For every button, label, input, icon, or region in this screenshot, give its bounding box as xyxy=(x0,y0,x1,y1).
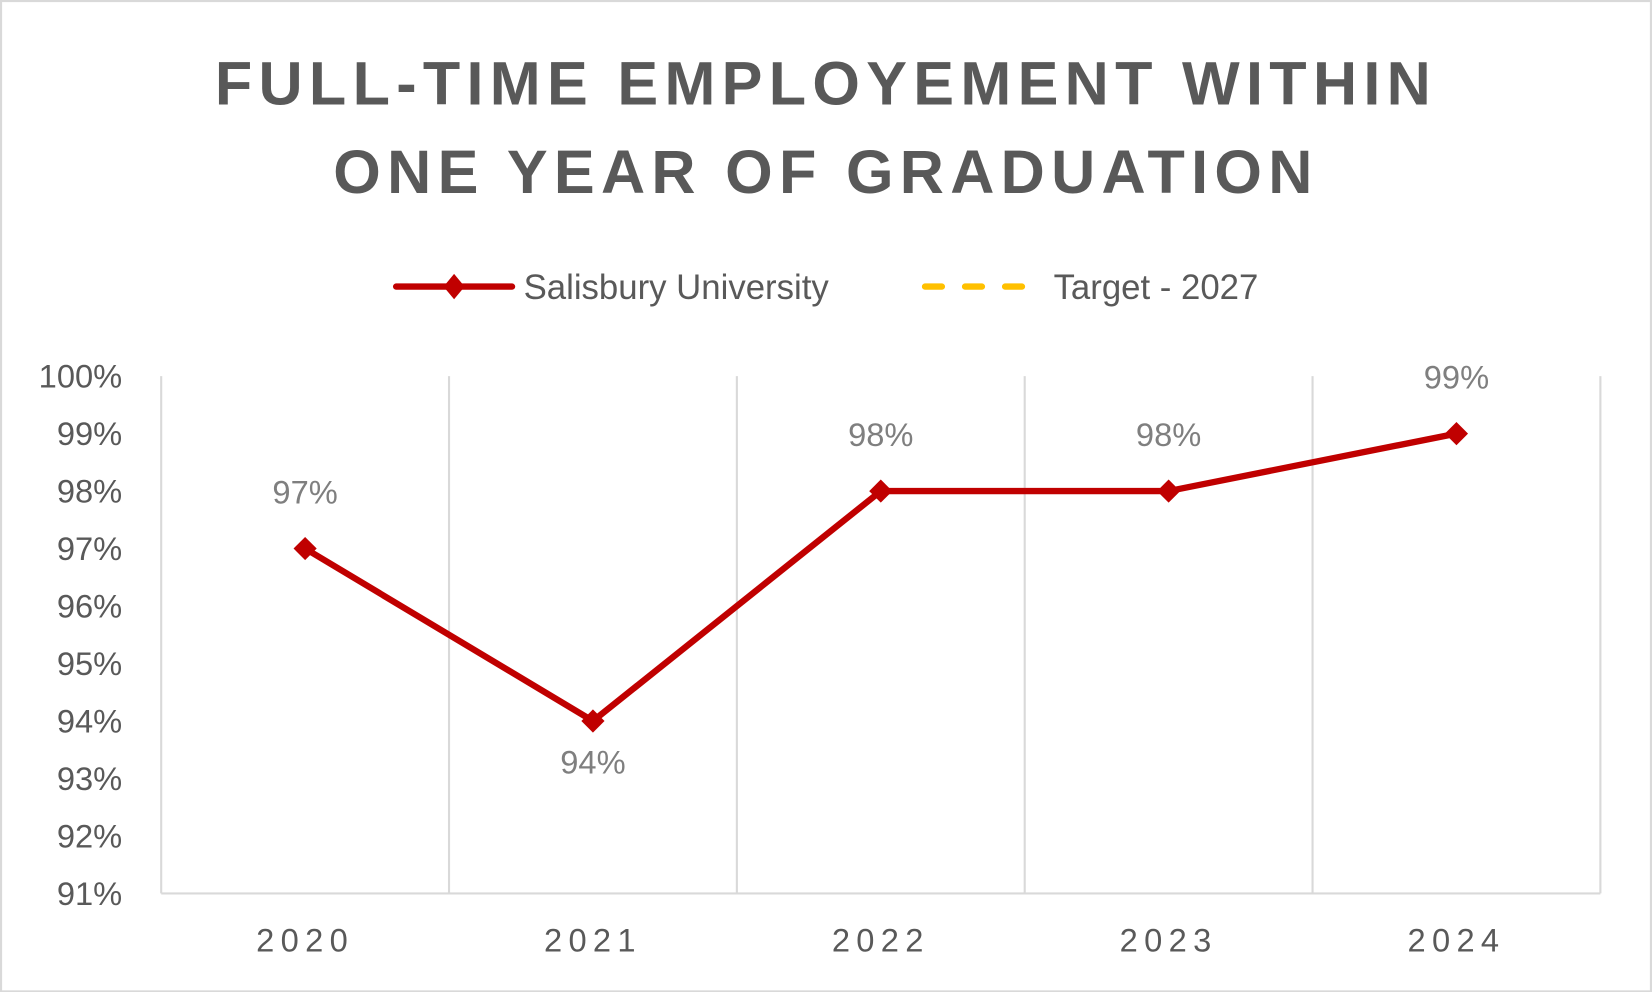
chart-title-line-2: ONE YEAR OF GRADUATION xyxy=(333,138,1318,206)
x-tick-label: 2021 xyxy=(544,921,642,958)
x-tick-label: 2020 xyxy=(256,921,354,958)
legend: Salisbury University Target - 2027 xyxy=(392,269,1259,307)
series-salisbury: 97% 94% 98% 98% 99% xyxy=(272,358,1489,780)
x-tick-label: 2023 xyxy=(1120,921,1218,958)
y-tick-label: 93% xyxy=(57,760,122,797)
y-tick-label: 95% xyxy=(57,645,122,682)
y-tick-label: 91% xyxy=(57,875,122,912)
x-axis: 2020 2021 2022 2023 2024 xyxy=(256,921,1505,958)
x-tick-label: 2024 xyxy=(1407,921,1505,958)
data-label: 99% xyxy=(1424,358,1489,395)
data-point-marker xyxy=(1444,422,1469,446)
data-label: 98% xyxy=(848,416,913,453)
y-tick-label: 94% xyxy=(57,703,122,740)
y-axis: 91% 92% 93% 94% 95% 96% 97% 98% 99% 100% xyxy=(39,358,123,912)
y-tick-label: 98% xyxy=(57,473,122,510)
chart-title-line-1: FULL-TIME EMPLOYEMENT WITHIN xyxy=(215,49,1437,117)
y-tick-label: 97% xyxy=(57,530,122,567)
legend-label-target: Target - 2027 xyxy=(1054,269,1259,307)
y-tick-label: 92% xyxy=(57,818,122,855)
legend-item-target: Target - 2027 xyxy=(921,269,1259,307)
data-label: 98% xyxy=(1136,416,1201,453)
data-label: 94% xyxy=(560,744,625,781)
y-tick-label: 96% xyxy=(57,588,122,625)
legend-diamond-marker xyxy=(443,273,465,300)
x-tick-label: 2022 xyxy=(832,921,930,958)
y-tick-label: 99% xyxy=(57,415,122,452)
data-point-marker xyxy=(1157,479,1181,503)
legend-item-salisbury: Salisbury University xyxy=(392,269,830,307)
legend-label-salisbury: Salisbury University xyxy=(524,269,830,307)
y-tick-label: 100% xyxy=(39,358,123,395)
data-label: 97% xyxy=(272,473,337,510)
